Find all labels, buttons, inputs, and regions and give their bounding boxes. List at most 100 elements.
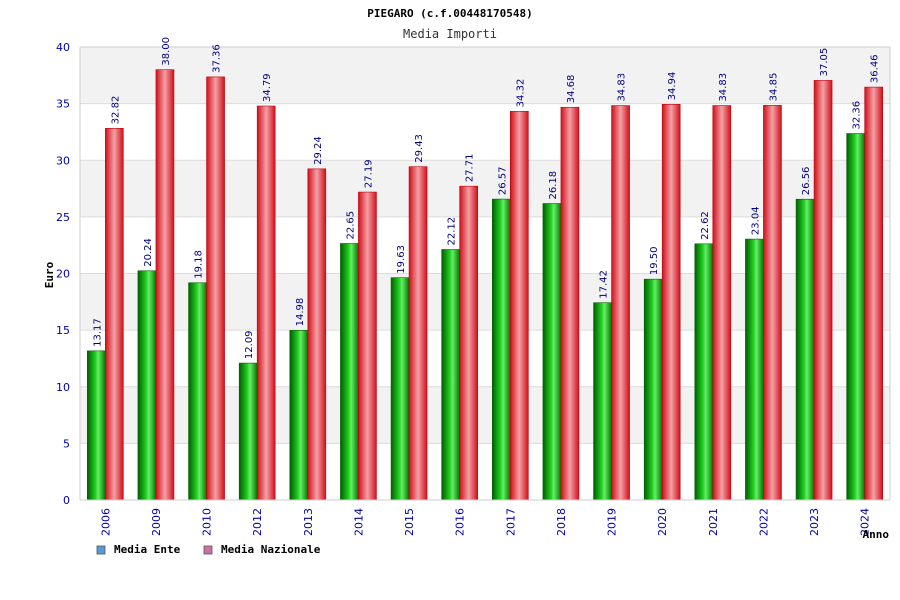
bar-media-ente bbox=[745, 238, 764, 501]
value-label-ente: 12.09 bbox=[244, 330, 255, 359]
y-tick-label: 15 bbox=[56, 324, 70, 337]
value-label-ente: 23.04 bbox=[750, 206, 761, 235]
x-tick-label: 2017 bbox=[504, 508, 517, 536]
legend: Media Ente Media Nazionale bbox=[96, 543, 321, 556]
x-tick-label: 2015 bbox=[403, 508, 416, 536]
bar-media-ente bbox=[795, 198, 815, 501]
bar-media-ente bbox=[188, 282, 207, 501]
y-tick-label: 10 bbox=[56, 381, 70, 394]
value-label-ente: 22.65 bbox=[345, 211, 356, 240]
bar-media-nazionale bbox=[408, 166, 428, 501]
bar-media-ente bbox=[492, 198, 511, 501]
bar-media-ente bbox=[694, 243, 714, 501]
chart-title: PIEGARO (c.f.00448170548) bbox=[367, 7, 533, 20]
bar-media-nazionale bbox=[661, 104, 681, 501]
bar-media-ente bbox=[87, 350, 106, 501]
x-tick-label: 2021 bbox=[707, 508, 720, 536]
legend-item-ente: Media Ente bbox=[96, 543, 181, 556]
bar-media-ente bbox=[137, 270, 157, 501]
x-tick-label: 2012 bbox=[251, 508, 264, 536]
value-label-nazionale: 34.83 bbox=[718, 73, 729, 102]
bar-media-ente bbox=[542, 203, 562, 501]
legend-label-nazionale: Media Nazionale bbox=[221, 543, 321, 556]
bar-media-nazionale bbox=[712, 105, 732, 501]
x-tick-label: 2006 bbox=[99, 508, 112, 536]
x-tick-label: 2022 bbox=[757, 508, 770, 536]
value-label-nazionale: 34.32 bbox=[515, 79, 526, 108]
value-label-ente: 13.17 bbox=[92, 318, 103, 347]
x-axis-label: Anno bbox=[863, 528, 890, 541]
bar-media-nazionale bbox=[307, 168, 327, 501]
value-label-ente: 22.62 bbox=[700, 211, 711, 240]
x-tick-label: 2019 bbox=[606, 508, 619, 536]
axes bbox=[79, 46, 891, 501]
bar-media-ente bbox=[238, 362, 258, 501]
bar-media-nazionale bbox=[864, 86, 883, 501]
y-tick-label: 5 bbox=[63, 437, 70, 450]
value-labels: 13.17 32.82 20.24 38.00 19.18 37.36 12.09 34.79… bbox=[92, 37, 880, 359]
bar-media-nazionale bbox=[459, 185, 478, 501]
x-tick-label: 2016 bbox=[454, 508, 467, 536]
legend-label-ente: Media Ente bbox=[114, 543, 181, 556]
bar-media-nazionale bbox=[763, 105, 782, 501]
bar-media-nazionale bbox=[813, 80, 833, 501]
value-label-ente: 19.63 bbox=[396, 245, 407, 274]
value-label-ente: 17.42 bbox=[599, 270, 610, 299]
value-label-ente: 32.36 bbox=[852, 101, 863, 130]
x-tick-label: 2014 bbox=[352, 508, 365, 536]
value-label-nazionale: 34.68 bbox=[566, 75, 577, 104]
value-label-ente: 26.57 bbox=[497, 166, 508, 195]
bar-media-ente bbox=[846, 133, 865, 501]
value-label-ente: 14.98 bbox=[295, 298, 306, 327]
bar-media-ente bbox=[390, 277, 410, 501]
y-tick-label: 35 bbox=[56, 98, 70, 111]
value-label-nazionale: 34.85 bbox=[768, 73, 779, 102]
bar-media-nazionale bbox=[256, 105, 276, 501]
x-tick-label: 2018 bbox=[555, 508, 568, 536]
x-tick-label: 2013 bbox=[302, 508, 315, 536]
value-label-nazionale: 27.19 bbox=[363, 159, 374, 188]
legend-item-nazionale: Media Nazionale bbox=[203, 543, 321, 556]
value-label-nazionale: 29.24 bbox=[313, 136, 324, 165]
value-label-ente: 26.56 bbox=[801, 167, 812, 196]
bar-media-nazionale bbox=[611, 105, 630, 501]
bar-media-ente bbox=[340, 243, 359, 501]
bar-media-ente bbox=[289, 330, 309, 501]
legend-swatch-nazionale bbox=[203, 545, 213, 555]
value-label-nazionale: 38.00 bbox=[161, 37, 172, 66]
bar-media-nazionale bbox=[358, 191, 377, 501]
value-label-nazionale: 32.82 bbox=[110, 96, 121, 125]
value-label-ente: 19.18 bbox=[194, 250, 205, 279]
value-label-ente: 20.24 bbox=[143, 238, 154, 267]
value-label-nazionale: 37.36 bbox=[212, 44, 223, 73]
value-label-ente: 22.12 bbox=[447, 217, 458, 246]
value-label-nazionale: 27.71 bbox=[465, 154, 476, 183]
value-label-nazionale: 34.83 bbox=[617, 73, 628, 102]
value-label-nazionale: 29.43 bbox=[414, 134, 425, 163]
x-tick-label: 2010 bbox=[201, 508, 214, 536]
value-label-nazionale: 36.46 bbox=[870, 54, 881, 83]
x-tick-label: 2023 bbox=[808, 508, 821, 536]
y-tick-label: 20 bbox=[56, 268, 70, 281]
x-tick-label: 2020 bbox=[656, 508, 669, 536]
y-tick-label: 0 bbox=[63, 494, 70, 507]
value-label-nazionale: 37.05 bbox=[819, 48, 830, 77]
x-tick-labels: 2006 2009 2010 2012 2013 2014 2015 2016 2017 2018… bbox=[99, 508, 871, 536]
value-label-nazionale: 34.79 bbox=[262, 73, 273, 102]
bar-media-ente bbox=[441, 249, 460, 501]
bar-media-nazionale bbox=[105, 128, 124, 501]
value-label-nazionale: 34.94 bbox=[667, 72, 678, 101]
y-tick-label: 30 bbox=[56, 154, 70, 167]
legend-swatch-ente bbox=[96, 545, 106, 555]
bar-media-nazionale bbox=[206, 76, 225, 501]
x-tick-label: 2009 bbox=[150, 508, 163, 536]
x-tick-label: 2024 bbox=[859, 508, 872, 536]
value-label-ente: 19.50 bbox=[649, 247, 660, 276]
value-label-ente: 26.18 bbox=[548, 171, 559, 200]
chart-subtitle: Media Importi bbox=[403, 27, 497, 41]
y-tick-label: 25 bbox=[56, 211, 70, 224]
bar-media-nazionale bbox=[510, 111, 529, 501]
bars bbox=[87, 69, 883, 501]
bar-media-nazionale bbox=[155, 69, 175, 501]
